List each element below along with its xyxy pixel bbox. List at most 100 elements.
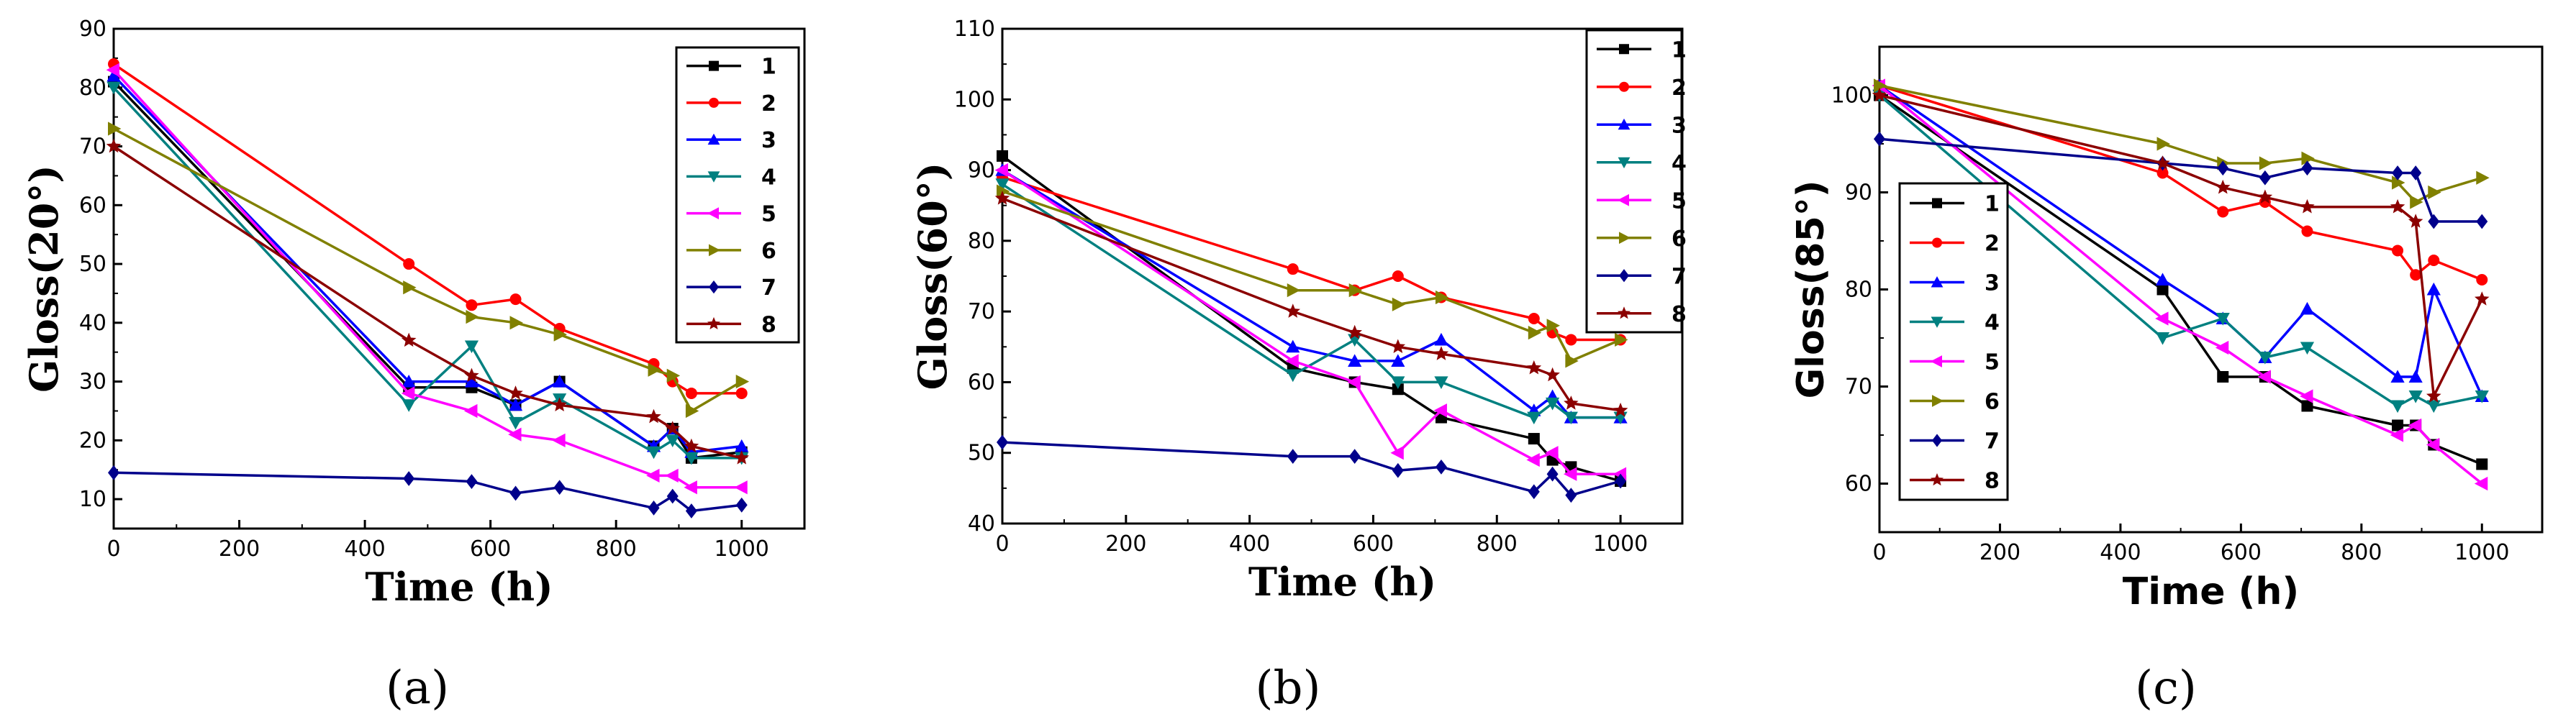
- x-axis-title: Time (h): [2123, 570, 2299, 613]
- data-point-2: [466, 299, 478, 311]
- y-tick-label: 20: [79, 428, 106, 453]
- data-point-2: [2157, 167, 2169, 179]
- legend-label-6: 6: [1672, 227, 1687, 252]
- data-point-4: [464, 340, 479, 354]
- series-4: [995, 178, 1628, 425]
- y-tick-label: 10: [79, 487, 106, 512]
- x-tick-label: 1000: [2454, 540, 2509, 565]
- data-point-7: [108, 465, 119, 480]
- legend-box: [1898, 182, 2009, 501]
- legend: 1 2 3 4 5 6 7 8: [1585, 29, 1687, 334]
- data-point-2: [1287, 263, 1299, 275]
- legend-marker: [1932, 395, 1944, 407]
- data-point-3: [1286, 339, 1300, 353]
- data-point-7: [1528, 484, 1540, 500]
- data-point-4: [2155, 332, 2170, 345]
- data-point-5: [646, 468, 660, 483]
- data-point-4: [2408, 390, 2423, 403]
- data-point-6: [1546, 319, 1560, 333]
- x-axis-title: Time (h): [1248, 559, 1436, 605]
- y-axis-title: Gloss(85°): [1790, 180, 1833, 398]
- data-point-3: [553, 374, 567, 388]
- series-line-3: [112, 75, 742, 454]
- y-axis-title: Gloss(20°): [21, 165, 67, 393]
- y-tick-label: 70: [968, 299, 995, 324]
- data-point-6: [1615, 332, 1628, 347]
- data-point-7: [2476, 214, 2488, 229]
- legend-label-1: 1: [1985, 192, 2000, 217]
- legend-label-8: 8: [1672, 302, 1687, 327]
- data-point-6: [108, 122, 122, 136]
- series-1: [108, 76, 748, 464]
- x-tick-label: 400: [344, 536, 385, 562]
- data-point-7: [648, 500, 660, 516]
- y-tick-label: 70: [79, 134, 106, 160]
- legend-marker: [709, 244, 721, 257]
- data-point-6: [1874, 78, 1887, 93]
- y-tick-label: 40: [79, 311, 106, 336]
- y-tick-label: 60: [1845, 472, 1872, 497]
- legend-label-7: 7: [761, 275, 776, 301]
- legend-marker: [709, 280, 719, 294]
- data-point-7: [2392, 165, 2404, 180]
- data-point-4: [684, 452, 699, 465]
- legend-marker: [1618, 306, 1631, 319]
- data-point-5: [665, 468, 679, 483]
- data-point-6: [466, 310, 479, 324]
- data-point-6: [2410, 195, 2423, 209]
- legend-marker: [1931, 473, 1944, 486]
- data-point-5: [2155, 311, 2169, 326]
- y-tick-label: 80: [79, 76, 106, 101]
- data-point-2: [1565, 334, 1577, 346]
- legend-label-7: 7: [1672, 264, 1687, 289]
- data-point-2: [2410, 269, 2422, 281]
- data-point-1: [1392, 383, 1404, 396]
- data-point-6: [2476, 170, 2490, 185]
- data-point-7: [553, 480, 566, 495]
- legend-label-4: 4: [1985, 311, 2000, 336]
- legend-label-8: 8: [761, 312, 776, 337]
- data-point-3: [2155, 273, 2170, 285]
- chart-panel-b: 0 200 400 600 800 1000 40 50 60 70 80 90 100 110 Time …: [874, 0, 1702, 722]
- data-point-8: [2475, 291, 2490, 306]
- x-tick-label: 200: [219, 536, 260, 562]
- data-point-5: [552, 433, 566, 447]
- data-point-4: [106, 81, 121, 95]
- data-point-5: [2257, 370, 2271, 384]
- data-point-1: [2217, 371, 2229, 383]
- data-point-5: [1563, 467, 1577, 481]
- data-point-6: [2301, 151, 2315, 165]
- y-tick-label: 50: [79, 252, 106, 277]
- x-tick-label: 1000: [1593, 531, 1648, 557]
- legend-label-8: 8: [1985, 469, 2000, 494]
- series-2: [997, 171, 1627, 346]
- data-point-8: [106, 138, 122, 153]
- data-point-7: [2259, 170, 2271, 186]
- data-point-7: [997, 434, 1008, 450]
- data-point-2: [2476, 274, 2488, 285]
- series-line-5: [112, 69, 742, 489]
- data-point-5: [684, 480, 697, 495]
- data-point-7: [509, 485, 522, 501]
- data-point-3: [1434, 332, 1448, 346]
- series-line-1: [112, 81, 742, 460]
- series-line-8: [113, 145, 743, 460]
- data-point-5: [1433, 403, 1447, 418]
- legend-marker: [1932, 434, 1942, 447]
- legend-label-6: 6: [761, 239, 776, 264]
- data-point-1: [997, 150, 1008, 162]
- x-tick-label: 600: [470, 536, 511, 562]
- data-point-1: [2157, 283, 2169, 296]
- data-point-5: [2300, 389, 2313, 403]
- data-point-8: [1285, 303, 1300, 318]
- data-point-3: [402, 374, 416, 388]
- data-point-5: [1285, 354, 1299, 368]
- data-point-6: [2157, 137, 2170, 151]
- series-7: [997, 434, 1627, 503]
- series-8: [106, 138, 749, 465]
- series-line-5: [1002, 169, 1621, 475]
- series-5: [994, 163, 1627, 481]
- x-tick-label: 1000: [715, 536, 769, 562]
- data-point-6: [685, 403, 699, 419]
- data-point-3: [2426, 282, 2441, 296]
